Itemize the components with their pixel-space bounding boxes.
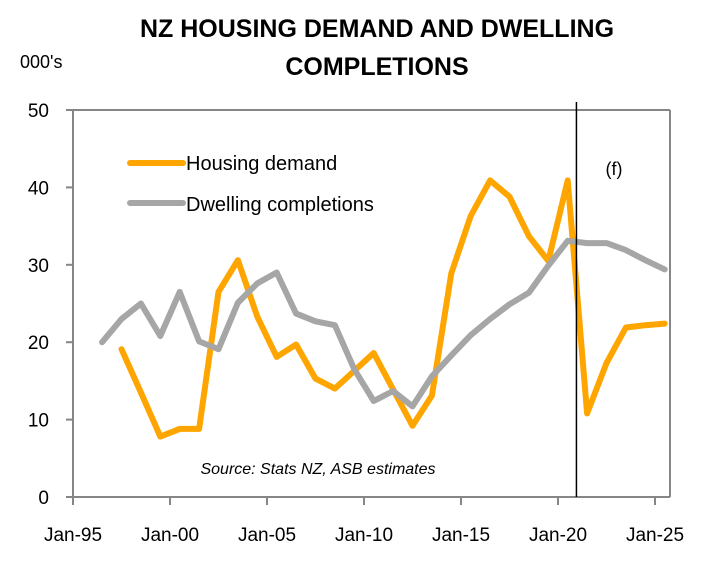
chart-title-line-2: COMPLETIONS (285, 53, 468, 81)
legend: Housing demand Dwelling completions (127, 153, 374, 216)
x-tick-label: Jan-20 (529, 525, 587, 546)
series-line-housing-demand (118, 177, 668, 440)
y-axis-unit-label: 000's (20, 52, 62, 72)
x-tick-label: Jan-15 (432, 525, 490, 546)
legend-label-housing-demand: Housing demand (186, 153, 337, 175)
legend-label-dwelling-completions: Dwelling completions (186, 194, 374, 216)
series-layer (99, 102, 668, 497)
y-tick-label: 50 (28, 101, 49, 122)
chart-title-line-1: NZ HOUSING DEMAND AND DWELLING (140, 15, 614, 43)
source-note: Source: Stats NZ, ASB estimates (200, 461, 435, 478)
y-tick-label: 10 (28, 411, 49, 432)
y-tick-label: 0 (38, 488, 49, 509)
series-line-dwelling-completions (99, 237, 668, 410)
x-tick-label: Jan-95 (44, 525, 102, 546)
axes: 0 10 20 30 40 50 Jan-95 Jan-00 Jan-05 Jan-10 Jan-1… (28, 101, 684, 546)
y-tick-label: 40 (28, 178, 49, 199)
y-tick-label: 30 (28, 256, 49, 277)
x-tick-label: Jan-05 (238, 525, 296, 546)
y-tick-label: 20 (28, 333, 49, 354)
x-tick-label: Jan-25 (626, 525, 684, 546)
plot-area (72, 109, 671, 498)
forecast-label: (f) (606, 159, 623, 179)
x-tick-label: Jan-00 (141, 525, 199, 546)
x-tick-label: Jan-10 (335, 525, 393, 546)
